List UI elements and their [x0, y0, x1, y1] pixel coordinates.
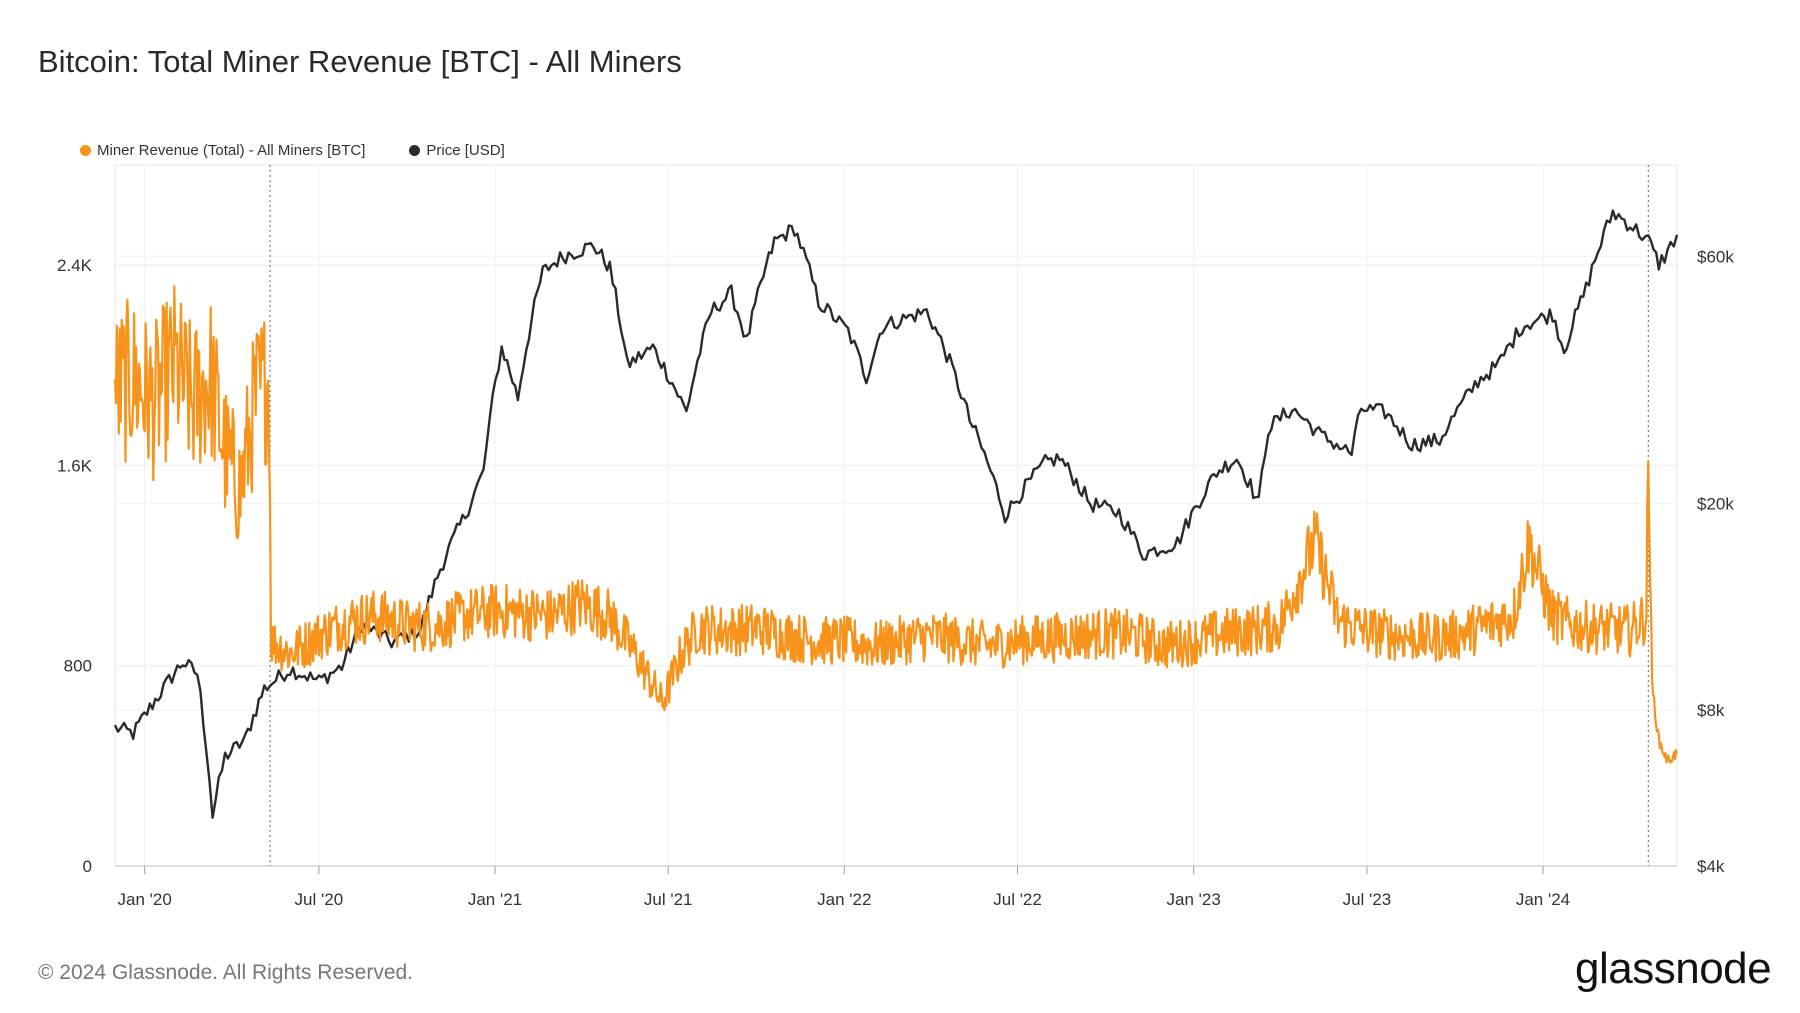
x-tick-label: Jul '20	[295, 890, 344, 909]
copyright-text: © 2024 Glassnode. All Rights Reserved.	[38, 961, 414, 984]
legend-label-price: Price [USD]	[426, 142, 505, 159]
y-left-tick-label: 2.4K	[57, 256, 93, 275]
glassnode-logo: glassnode	[1575, 944, 1772, 993]
legend: Miner Revenue (Total) - All Miners [BTC]…	[80, 142, 505, 159]
y-right-tick-label: $4k	[1697, 857, 1725, 876]
y-left-tick-label: 800	[64, 657, 92, 676]
legend-dot-price	[409, 145, 421, 156]
y-right-tick-label: $60k	[1697, 247, 1734, 266]
y-left-tick-label: 0	[83, 857, 92, 876]
y-left-tick-label: 1.6K	[57, 456, 93, 475]
page-title: Bitcoin: Total Miner Revenue [BTC] - All…	[38, 44, 682, 79]
y-right-tick-label: $8k	[1697, 701, 1725, 720]
legend-item-price[interactable]: Price [USD]	[409, 142, 505, 159]
series-line-miner-revenue	[113, 285, 1679, 764]
x-tick-label: Jan '21	[468, 890, 522, 909]
y-right-tick-label: $20k	[1697, 495, 1734, 514]
series-line-price	[113, 209, 1679, 819]
x-tick-label: Jul '22	[993, 890, 1042, 909]
x-tick-label: Jan '24	[1516, 890, 1570, 909]
x-tick-label: Jan '20	[118, 890, 172, 909]
x-tick-label: Jul '21	[644, 890, 693, 909]
x-tick-label: Jan '22	[817, 890, 871, 909]
x-tick-label: Jan '23	[1167, 890, 1221, 909]
legend-item-revenue[interactable]: Miner Revenue (Total) - All Miners [BTC]	[80, 142, 365, 159]
legend-dot-revenue	[80, 145, 91, 156]
legend-label-revenue: Miner Revenue (Total) - All Miners [BTC]	[97, 142, 366, 159]
plot-frame	[114, 164, 1678, 867]
x-tick-label: Jul '23	[1343, 890, 1392, 909]
